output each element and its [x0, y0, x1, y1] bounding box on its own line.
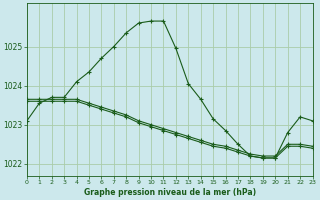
X-axis label: Graphe pression niveau de la mer (hPa): Graphe pression niveau de la mer (hPa)	[84, 188, 256, 197]
